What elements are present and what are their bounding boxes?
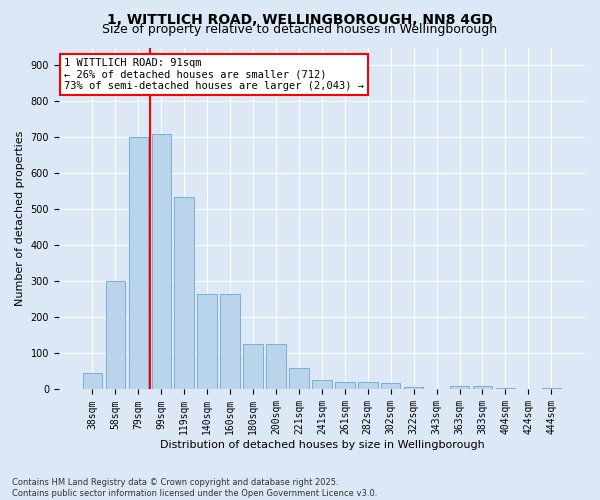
Bar [473, 386, 492, 390]
Text: Contains HM Land Registry data © Crown copyright and database right 2025.
Contai: Contains HM Land Registry data © Crown c… [12, 478, 377, 498]
Y-axis label: Number of detached properties: Number of detached properties [15, 131, 25, 306]
Bar [83, 374, 102, 390]
Bar [358, 382, 377, 390]
Bar [128, 138, 148, 390]
Bar [335, 382, 355, 390]
Bar [542, 388, 561, 390]
Bar [312, 380, 332, 390]
Bar [175, 197, 194, 390]
Bar [220, 294, 240, 390]
Bar [404, 386, 424, 390]
Bar [381, 383, 400, 390]
Bar [106, 282, 125, 390]
Bar [289, 368, 308, 390]
Bar [266, 344, 286, 390]
Text: Size of property relative to detached houses in Wellingborough: Size of property relative to detached ho… [103, 22, 497, 36]
X-axis label: Distribution of detached houses by size in Wellingborough: Distribution of detached houses by size … [160, 440, 484, 450]
Bar [197, 294, 217, 390]
Bar [244, 344, 263, 390]
Bar [518, 389, 538, 390]
Text: 1, WITTLICH ROAD, WELLINGBOROUGH, NN8 4GD: 1, WITTLICH ROAD, WELLINGBOROUGH, NN8 4G… [107, 12, 493, 26]
Bar [496, 388, 515, 390]
Bar [450, 386, 469, 390]
Text: 1 WITTLICH ROAD: 91sqm
← 26% of detached houses are smaller (712)
73% of semi-de: 1 WITTLICH ROAD: 91sqm ← 26% of detached… [64, 58, 364, 91]
Bar [152, 134, 171, 390]
